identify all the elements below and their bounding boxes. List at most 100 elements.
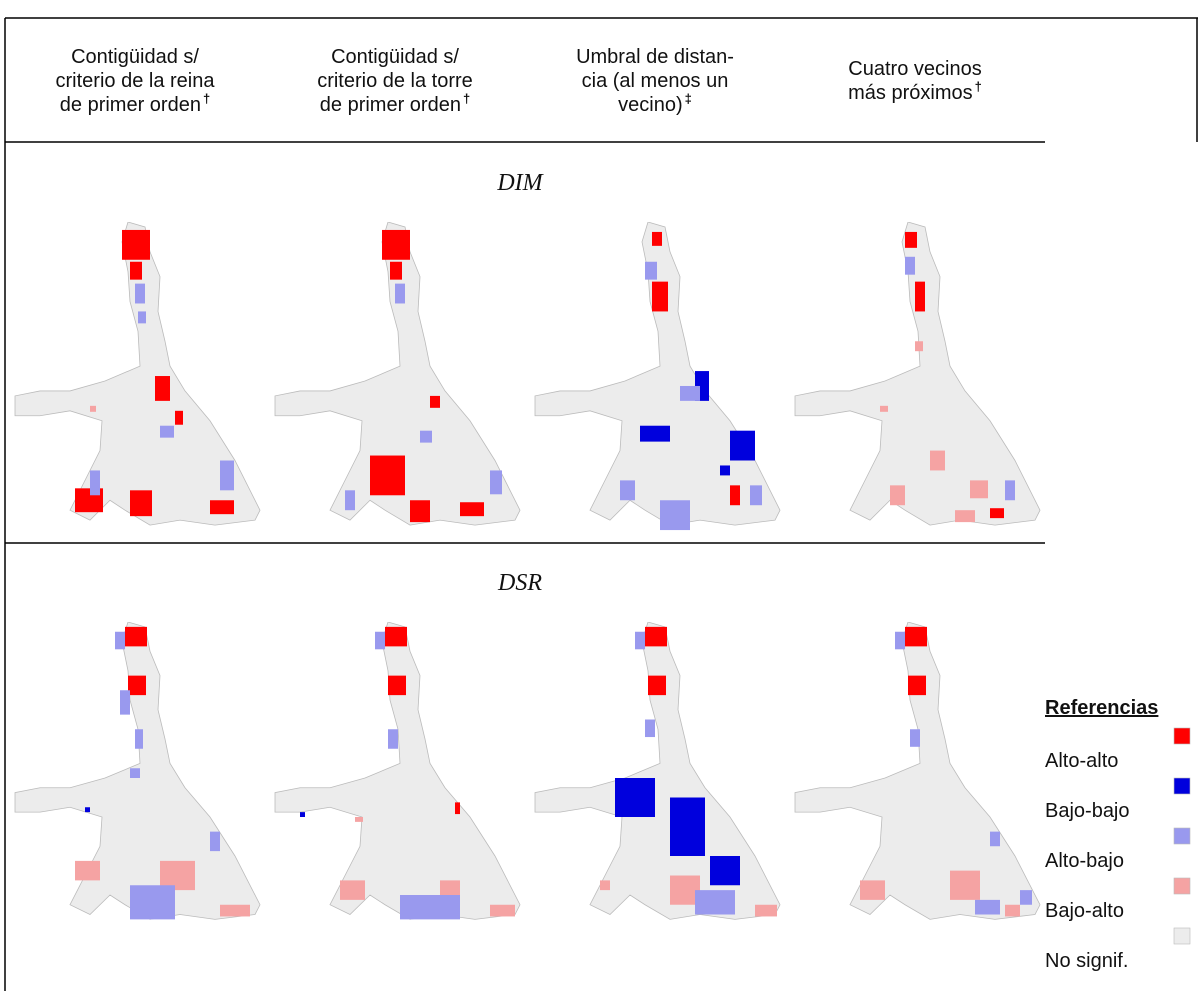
map-cluster bbox=[138, 311, 146, 323]
map-cluster bbox=[990, 832, 1000, 847]
map-cluster bbox=[910, 729, 920, 747]
map-cluster bbox=[135, 729, 143, 749]
map-cluster bbox=[395, 284, 405, 304]
map-cluster bbox=[300, 812, 305, 817]
map-cluster bbox=[90, 470, 100, 495]
legend-swatch bbox=[1174, 928, 1190, 944]
map-cluster bbox=[695, 890, 735, 914]
header-line: criterio de la torre bbox=[317, 70, 473, 92]
map-cluster bbox=[890, 485, 905, 505]
column-header: Contigüidad s/ bbox=[71, 46, 199, 68]
header-line: criterio de la reina bbox=[56, 70, 216, 92]
map-cluster bbox=[370, 456, 405, 496]
legend-label: No signif. bbox=[1045, 950, 1128, 972]
map-cluster bbox=[652, 282, 668, 312]
map-cluster bbox=[460, 502, 484, 516]
map-cluster bbox=[730, 485, 740, 505]
map-cluster bbox=[930, 451, 945, 471]
column-header: Umbral de distan- bbox=[576, 46, 734, 68]
figure: Contigüidad s/criterio de la reinade pri… bbox=[0, 0, 1198, 991]
map-cluster bbox=[430, 396, 440, 408]
map-cluster bbox=[210, 832, 220, 852]
map-cluster bbox=[645, 627, 667, 647]
map-cluster bbox=[950, 871, 980, 900]
map-cluster bbox=[670, 798, 705, 857]
map-cluster bbox=[615, 778, 655, 817]
legend-swatch bbox=[1174, 878, 1190, 894]
map-cluster bbox=[420, 431, 432, 443]
column-header: más próximos† bbox=[848, 79, 982, 104]
legend-label: Alto-alto bbox=[1045, 750, 1118, 772]
map bbox=[535, 622, 780, 919]
row-label: DSR bbox=[497, 570, 542, 596]
map-cluster bbox=[905, 257, 915, 275]
map-cluster bbox=[640, 426, 670, 442]
legend-swatch bbox=[1174, 778, 1190, 794]
column-header: vecino)‡ bbox=[618, 91, 692, 116]
header-line: de primer orden bbox=[60, 94, 201, 116]
map-cluster bbox=[648, 676, 666, 696]
map-cluster bbox=[160, 426, 174, 438]
map-cluster bbox=[1020, 890, 1032, 905]
map-cluster bbox=[720, 465, 730, 475]
map-cluster bbox=[340, 880, 365, 900]
map-cluster bbox=[400, 895, 460, 919]
map-cluster bbox=[975, 900, 1000, 915]
map-cluster bbox=[125, 627, 147, 647]
map-cluster bbox=[730, 431, 755, 461]
map-cluster bbox=[120, 690, 130, 714]
column-header: de primer orden† bbox=[320, 91, 470, 116]
map-cluster bbox=[130, 768, 140, 778]
row-label: DIM bbox=[496, 170, 544, 196]
map-cluster bbox=[388, 729, 398, 749]
map-base bbox=[535, 222, 780, 525]
map-cluster bbox=[382, 230, 410, 260]
map-cluster bbox=[345, 490, 355, 510]
map-cluster bbox=[1005, 480, 1015, 500]
map-cluster bbox=[85, 807, 90, 812]
column-header: cia (al menos un bbox=[582, 70, 729, 92]
map-cluster bbox=[375, 632, 385, 650]
map-cluster bbox=[455, 802, 460, 814]
legend-label: Bajo-alto bbox=[1045, 900, 1124, 922]
map-cluster bbox=[210, 500, 234, 514]
header-line: Contigüidad s/ bbox=[71, 46, 199, 68]
map-cluster bbox=[175, 411, 183, 425]
map-cluster bbox=[390, 262, 402, 280]
header-line: cia (al menos un bbox=[582, 70, 729, 92]
map-cluster bbox=[388, 676, 406, 696]
map-cluster bbox=[905, 627, 927, 647]
footnote-mark: † bbox=[203, 91, 210, 106]
map-cluster bbox=[490, 470, 502, 494]
map-base bbox=[795, 222, 1040, 525]
column-header: de primer orden† bbox=[60, 91, 210, 116]
legend-label: Alto-bajo bbox=[1045, 850, 1124, 872]
header-line: vecino) bbox=[618, 94, 682, 116]
map-cluster bbox=[860, 880, 885, 900]
map-cluster bbox=[645, 262, 657, 280]
map-cluster bbox=[750, 485, 762, 505]
legend-label: Bajo-bajo bbox=[1045, 800, 1130, 822]
map-cluster bbox=[155, 376, 170, 401]
map-cluster bbox=[122, 230, 150, 260]
map-base bbox=[275, 622, 520, 919]
map-cluster bbox=[600, 880, 610, 890]
map-cluster bbox=[710, 856, 740, 885]
map-cluster bbox=[135, 284, 145, 304]
footnote-mark: † bbox=[463, 91, 470, 106]
legend-swatch bbox=[1174, 828, 1190, 844]
column-header: Cuatro vecinos bbox=[848, 58, 981, 80]
map-cluster bbox=[130, 885, 175, 919]
map-cluster bbox=[895, 632, 905, 650]
map-cluster bbox=[490, 905, 515, 917]
map-base bbox=[795, 622, 1040, 919]
map-cluster bbox=[1005, 905, 1020, 917]
header-line: Cuatro vecinos bbox=[848, 58, 981, 80]
map-cluster bbox=[385, 627, 407, 647]
column-header: criterio de la reina bbox=[56, 70, 216, 92]
map-cluster bbox=[115, 632, 125, 650]
map-cluster bbox=[680, 386, 700, 401]
map-cluster bbox=[755, 905, 777, 917]
map-cluster bbox=[955, 510, 975, 522]
map-cluster bbox=[635, 632, 645, 650]
